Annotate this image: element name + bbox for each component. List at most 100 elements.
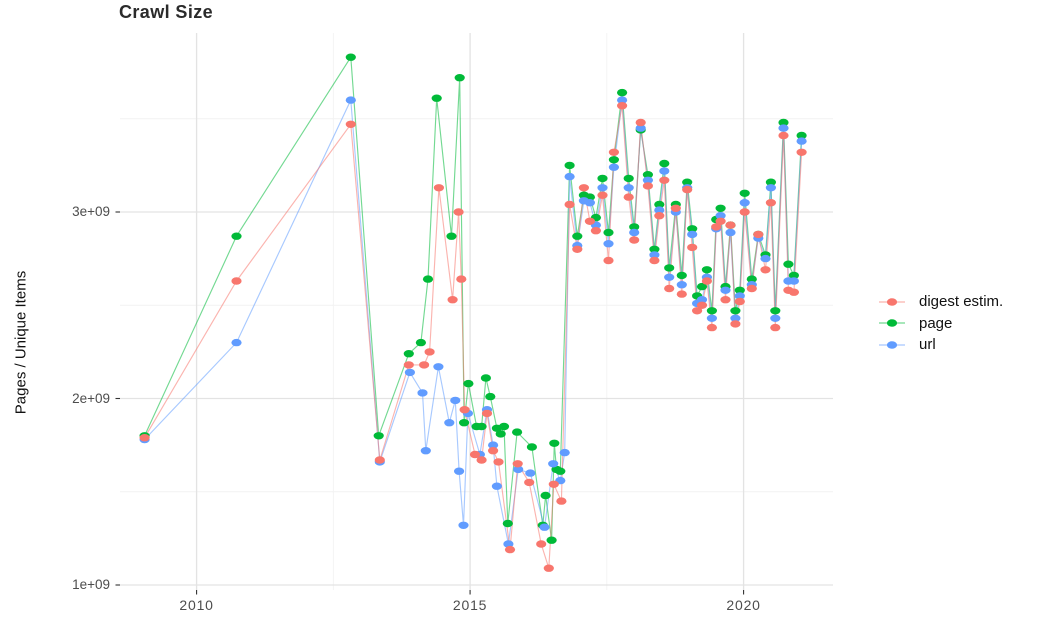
data-point-url	[597, 184, 608, 192]
data-point-url	[654, 206, 665, 214]
data-point-page	[495, 430, 506, 438]
data-point-digest-estim	[715, 217, 726, 225]
legend-label: page	[919, 314, 953, 332]
data-point-url	[720, 286, 731, 294]
data-point-url	[725, 228, 736, 237]
data-point-url	[617, 96, 628, 104]
data-point-url	[433, 363, 444, 371]
legend-item-digest-estim: digest estim.	[877, 291, 1003, 313]
data-point-url	[676, 281, 687, 289]
data-point-digest-estim	[770, 323, 781, 332]
legend-key-digest-estim	[879, 298, 905, 306]
legend-key-dot	[886, 298, 898, 306]
data-point-digest-estim	[543, 564, 554, 572]
data-point-page	[485, 392, 496, 401]
data-point-url	[420, 447, 431, 455]
y-tick-label: 2e+09	[72, 390, 110, 406]
data-point-url	[231, 338, 242, 347]
data-point-url	[548, 460, 559, 468]
data-point-digest-estim	[572, 245, 583, 253]
data-point-digest-estim	[635, 118, 646, 127]
data-point-page	[730, 307, 741, 315]
data-point-page	[642, 171, 654, 179]
data-point-digest-estim	[481, 409, 493, 418]
data-point-url	[635, 124, 646, 132]
data-point-url	[730, 314, 741, 322]
data-point-digest-estim	[642, 182, 654, 190]
legend-item-page: page	[877, 313, 1003, 335]
data-point-digest-estim	[469, 450, 481, 459]
data-point-page	[454, 74, 465, 82]
data-point-url	[796, 137, 807, 145]
data-point-url	[559, 448, 570, 457]
data-point-digest-estim	[725, 221, 736, 229]
data-point-url	[664, 273, 675, 281]
data-point-page	[701, 266, 713, 274]
series-line-url	[144, 97, 803, 545]
data-point-digest-estim	[139, 434, 150, 442]
data-point-digest-estim	[419, 361, 430, 369]
data-point-digest-estim	[433, 184, 444, 192]
data-point-page	[715, 204, 726, 212]
data-point-page	[603, 228, 614, 237]
data-point-page	[480, 374, 491, 382]
legend-key-page	[879, 319, 905, 327]
data-point-url	[760, 254, 771, 263]
data-point-page	[511, 428, 523, 436]
data-point-url	[715, 212, 726, 220]
data-point-page	[788, 271, 800, 280]
data-point-page	[345, 53, 356, 61]
data-point-url	[629, 228, 640, 237]
data-point-page	[526, 443, 538, 451]
data-point-page	[676, 271, 687, 280]
data-point-digest-estim	[746, 284, 757, 293]
data-point-page	[706, 307, 718, 315]
data-point-digest-estim	[597, 191, 608, 199]
data-point-page	[572, 232, 583, 240]
data-point-url	[739, 199, 750, 207]
data-point-digest-estim	[447, 296, 458, 304]
data-point-page	[623, 174, 634, 183]
data-point-url	[450, 396, 461, 405]
data-point-digest-estim	[488, 447, 499, 455]
data-point-page	[682, 178, 693, 186]
data-point-page	[231, 232, 242, 240]
data-point-digest-estim	[584, 217, 596, 225]
data-point-url	[788, 277, 800, 285]
data-point-digest-estim	[453, 208, 464, 216]
data-point-digest-estim	[459, 406, 470, 414]
data-point-page	[629, 223, 640, 231]
data-point-page	[746, 275, 757, 283]
data-point-page	[739, 189, 750, 197]
data-point-page	[783, 260, 794, 268]
y-tick-label: 3e+09	[72, 204, 110, 219]
data-point-page	[555, 467, 566, 475]
data-point-digest-estim	[512, 460, 523, 468]
data-point-url	[659, 167, 670, 175]
x-tick-label: 2010	[179, 597, 214, 613]
data-point-url	[623, 184, 634, 192]
data-point-url	[706, 314, 718, 322]
data-point-page	[659, 159, 670, 168]
data-point-url	[458, 521, 469, 529]
data-point-digest-estim	[231, 277, 242, 285]
data-point-url	[770, 314, 781, 322]
data-point-digest-estim	[711, 223, 722, 231]
data-point-page	[770, 307, 781, 315]
data-point-digest-estim	[403, 361, 414, 369]
data-point-digest-estim	[753, 230, 764, 239]
data-point-page	[476, 422, 487, 431]
data-point-url	[513, 465, 524, 474]
data-point-digest-estim	[659, 176, 670, 184]
data-point-digest-estim	[730, 320, 741, 328]
data-point-url	[608, 163, 620, 171]
data-point-page	[502, 519, 513, 528]
data-point-url	[404, 368, 415, 377]
data-point-page	[687, 225, 698, 233]
data-point-url	[687, 230, 698, 239]
data-point-url	[417, 389, 428, 397]
data-point-page	[431, 94, 442, 102]
data-point-digest-estim	[556, 497, 567, 505]
data-point-page	[778, 118, 789, 127]
